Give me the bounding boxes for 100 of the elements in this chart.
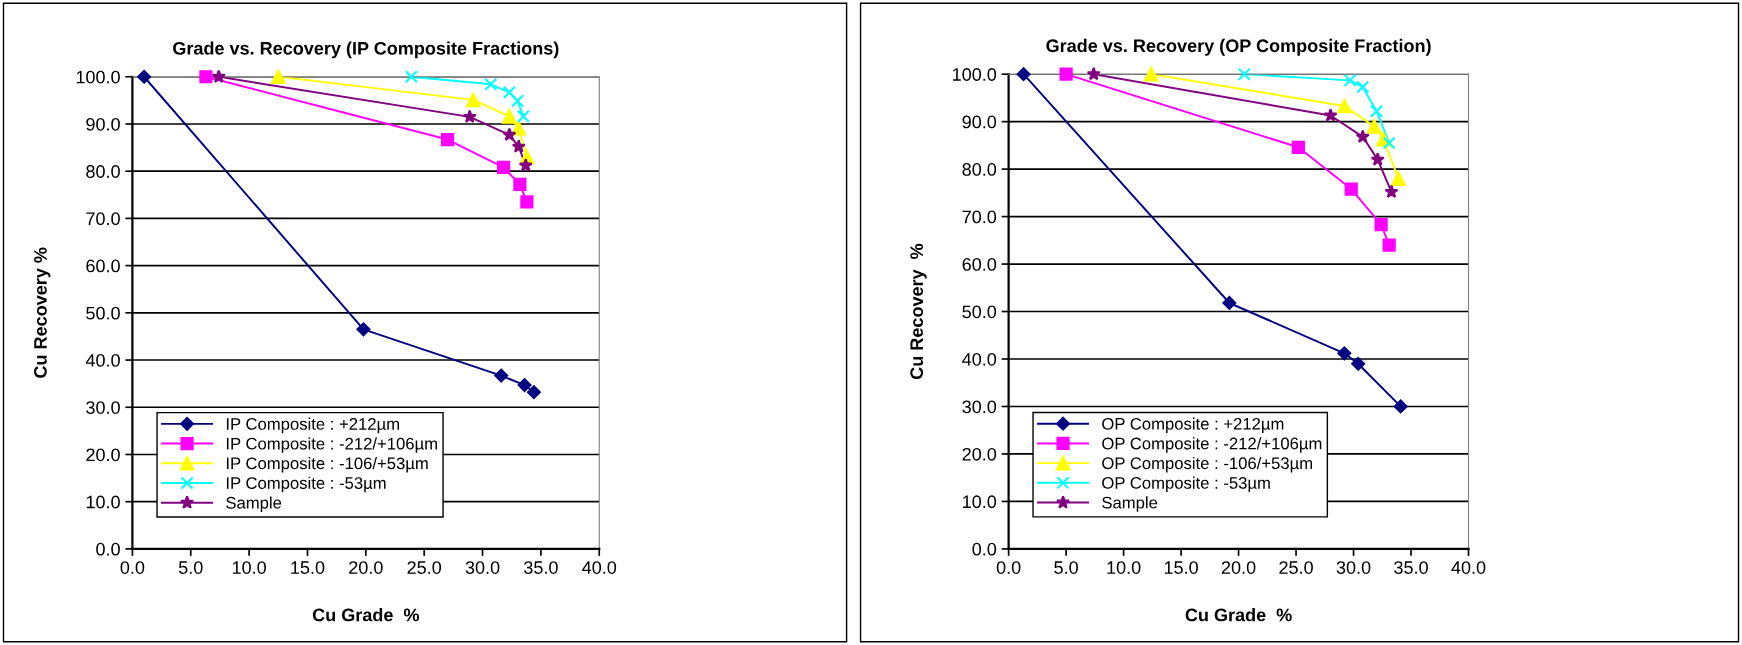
y-tick-label: 10.0 <box>86 495 120 509</box>
point <box>404 70 418 84</box>
x-tick-label: 0.0 <box>996 561 1021 574</box>
point <box>511 139 526 153</box>
point <box>465 92 481 108</box>
y-tick-label: 20.0 <box>962 447 997 461</box>
x-tick-label: 25.0 <box>407 561 442 574</box>
y-tick-label: 30.0 <box>962 400 997 414</box>
point <box>1369 104 1384 118</box>
x-tick-label: 25.0 <box>1279 561 1313 574</box>
point <box>1344 182 1358 196</box>
y-tick-label: 70.0 <box>86 212 120 226</box>
point <box>502 109 517 124</box>
x-tick-label: 20.0 <box>349 561 383 574</box>
y-tick-label: 40.0 <box>85 353 120 367</box>
y-tick-label: 0.0 <box>972 542 997 556</box>
point <box>496 160 511 174</box>
point <box>510 94 525 108</box>
point <box>1291 140 1305 154</box>
point <box>1016 67 1031 82</box>
point <box>1393 399 1408 414</box>
x-tick-label: 10.0 <box>1107 561 1141 574</box>
y-tick-label: 90.0 <box>962 115 997 129</box>
point <box>1355 129 1370 143</box>
y-tick-label: 50.0 <box>962 305 997 319</box>
legend-label: OP Composite : -106/+53µm <box>1102 456 1312 473</box>
point <box>270 69 286 85</box>
y-tick-label: 80.0 <box>86 165 120 178</box>
x-axis-title: Cu Grade % <box>1185 608 1292 622</box>
x-tick-label: 15.0 <box>1164 561 1198 574</box>
y-tick-label: 30.0 <box>86 401 120 414</box>
point <box>517 378 532 392</box>
point <box>211 69 226 83</box>
point <box>462 109 477 123</box>
x-axis-title: Cu Grade % <box>312 608 420 622</box>
point <box>502 127 517 141</box>
point <box>1374 218 1388 232</box>
point <box>1366 119 1382 134</box>
point <box>1382 136 1396 150</box>
legend-label: OP Composite : -212/+106µm <box>1102 437 1322 453</box>
legend-label: IP Composite : +212µm <box>226 417 399 434</box>
y-tick-label: 90.0 <box>86 117 120 131</box>
x-tick-label: 35.0 <box>1394 561 1428 574</box>
point <box>440 132 455 147</box>
x-tick-label: 40.0 <box>582 561 617 574</box>
point <box>520 195 534 209</box>
legend-label: IP Composite : -53µm <box>226 476 386 493</box>
y-tick-label: 10.0 <box>963 495 997 509</box>
x-tick-label: 5.0 <box>1054 561 1078 574</box>
y-tick-label: 60.0 <box>962 258 997 271</box>
y-tick-label: 70.0 <box>962 210 997 224</box>
legend-label: IP Composite : -212/+106µm <box>226 437 437 453</box>
chart-title: Grade vs. Recovery (IP Composite Fractions) <box>173 41 559 59</box>
point <box>513 177 527 191</box>
point <box>1391 171 1406 186</box>
x-tick-label: 20.0 <box>1221 561 1256 574</box>
chart-title: Grade vs. Recovery (OP Composite Fraction) <box>1046 38 1431 56</box>
x-tick-label: 0.0 <box>120 561 145 574</box>
point <box>1086 66 1101 81</box>
y-tick-label: 50.0 <box>86 306 120 320</box>
point <box>1351 356 1366 371</box>
y-axis-title: Cu Recovery % <box>910 243 927 380</box>
point <box>199 70 213 84</box>
x-tick-label: 10.0 <box>232 561 266 574</box>
x-tick-label: 30.0 <box>1336 561 1371 574</box>
point <box>1343 73 1357 87</box>
point <box>1237 67 1251 81</box>
point <box>502 85 516 99</box>
y-tick-label: 100.0 <box>76 70 120 84</box>
legend-label: OP Composite : +212µm <box>1102 417 1284 434</box>
y-tick-label: 60.0 <box>86 259 120 273</box>
x-tick-label: 35.0 <box>524 561 558 574</box>
point <box>1143 66 1159 82</box>
legend-label: Sample <box>226 496 282 512</box>
point <box>137 69 151 84</box>
point <box>1059 67 1073 81</box>
point <box>526 385 541 400</box>
point <box>1323 108 1338 122</box>
y-tick-label: 20.0 <box>86 448 120 462</box>
point <box>1337 346 1352 361</box>
point <box>1356 80 1370 94</box>
x-tick-label: 30.0 <box>465 561 500 574</box>
y-tick-label: 80.0 <box>962 163 997 176</box>
legend-label: OP Composite : -53µm <box>1102 476 1270 493</box>
point <box>484 77 498 91</box>
x-tick-label: 15.0 <box>291 561 325 574</box>
point <box>1382 238 1396 252</box>
point <box>356 322 371 337</box>
point <box>518 158 533 172</box>
y-axis-title: Cu Recovery % <box>34 247 51 378</box>
point <box>1337 98 1352 114</box>
y-tick-label: 0.0 <box>96 542 120 556</box>
point <box>1384 184 1399 198</box>
x-tick-label: 5.0 <box>178 561 203 574</box>
point <box>516 109 530 124</box>
legend-label: Sample <box>1102 496 1158 512</box>
x-tick-label: 40.0 <box>1451 561 1486 574</box>
legend-label: IP Composite : -106/+53µm <box>226 457 428 473</box>
point <box>1222 296 1237 310</box>
y-tick-label: 40.0 <box>962 352 997 366</box>
